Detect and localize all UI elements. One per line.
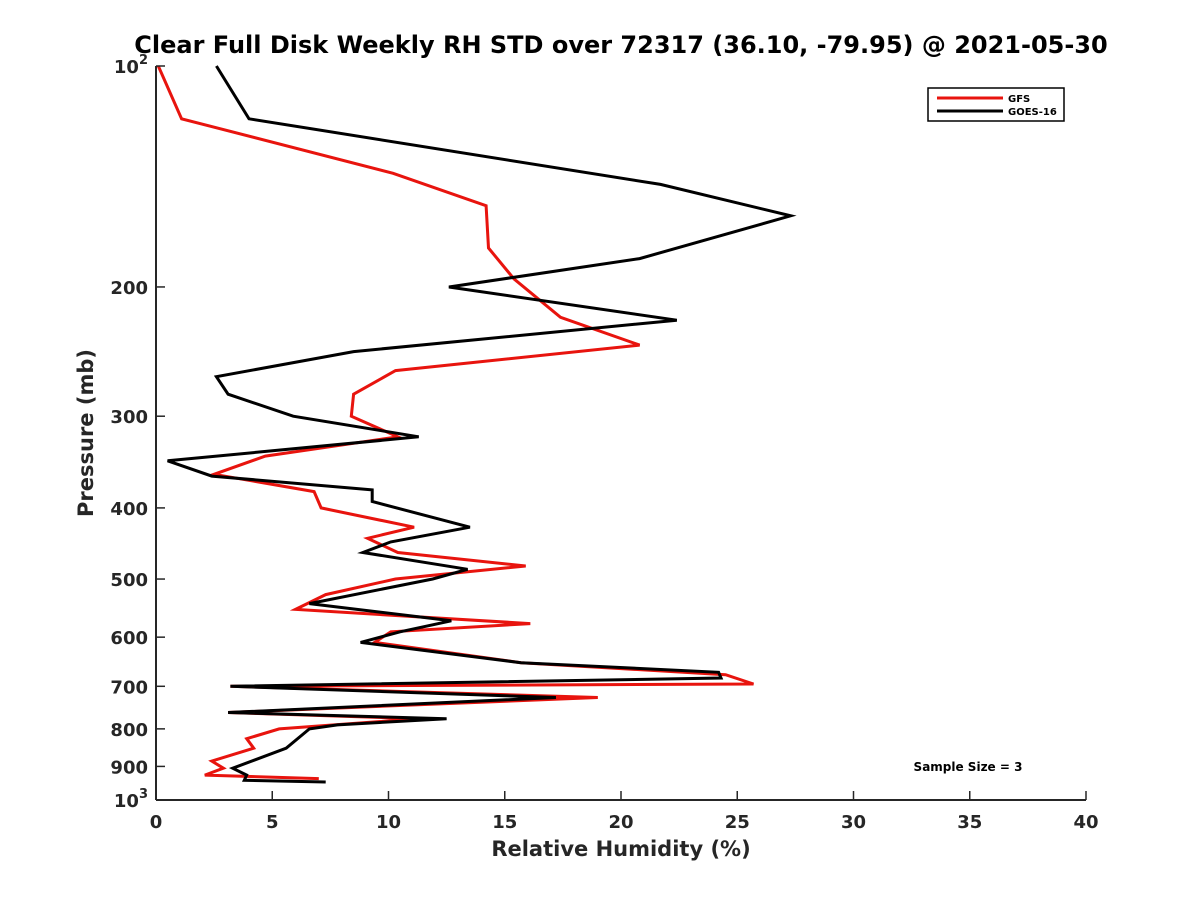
legend-box xyxy=(927,87,1065,122)
y-tick-label: 800 xyxy=(110,720,148,741)
legend-label-goes-16: GOES-16 xyxy=(1008,107,1057,118)
y-tick-label: 103 xyxy=(114,787,148,812)
sample-size-annotation: Sample Size = 3 xyxy=(914,760,1023,774)
y-axis-label: Pressure (mb) xyxy=(74,349,98,517)
x-tick-label: 25 xyxy=(725,812,750,833)
x-tick-label: 15 xyxy=(492,812,517,833)
x-tick-label: 30 xyxy=(841,812,866,833)
y-tick-label: 102 xyxy=(114,53,148,78)
series-layer xyxy=(156,65,797,784)
y-tick-label: 300 xyxy=(110,407,148,428)
y-tick-label: 600 xyxy=(110,628,148,649)
y-tick-label: 500 xyxy=(110,570,148,591)
plot-frame xyxy=(156,66,1086,800)
chart-title: Clear Full Disk Weekly RH STD over 72317… xyxy=(134,31,1107,59)
y-tick-label: 700 xyxy=(110,677,148,698)
series-line-goes-16 xyxy=(167,65,797,784)
plot-area xyxy=(156,66,1086,800)
legend-label-gfs: GFS xyxy=(1008,94,1030,105)
legend: GFS GOES-16 xyxy=(927,87,1065,122)
x-tick-label: 35 xyxy=(957,812,982,833)
x-axis-label: Relative Humidity (%) xyxy=(491,837,750,861)
x-tick-label: 40 xyxy=(1073,812,1098,833)
x-tick-label: 20 xyxy=(608,812,633,833)
x-tick-label: 10 xyxy=(376,812,401,833)
y-tick-label: 200 xyxy=(110,278,148,299)
x-axis-ticks: 0 5 10 15 20 25 30 35 40 xyxy=(150,791,1099,833)
x-tick-label: 0 xyxy=(150,812,163,833)
y-tick-label: 900 xyxy=(110,757,148,778)
y-tick-label: 400 xyxy=(110,499,148,520)
x-tick-label: 5 xyxy=(266,812,279,833)
y-axis-ticks: 102 200 300 400 500 600 700 800 900 103 xyxy=(110,53,165,812)
